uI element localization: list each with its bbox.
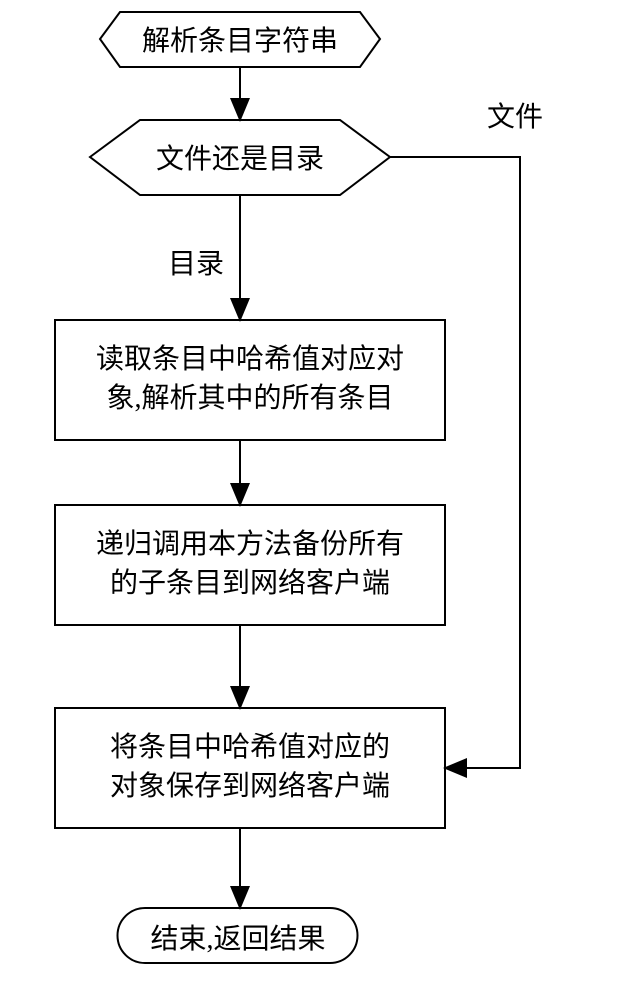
end-text: 结束,返回结果 xyxy=(118,920,358,959)
start-text: 解析条目字符串 xyxy=(100,22,380,61)
file-label: 文件 xyxy=(475,98,555,137)
decision-text: 文件还是目录 xyxy=(90,140,390,179)
directory-label: 目录 xyxy=(168,245,248,284)
flowchart-container: 解析条目字符串 文件还是目录 文件 目录 读取条目中哈希值对应对 象,解析其中的… xyxy=(0,0,628,1000)
edge-decision-proc3 xyxy=(390,157,520,768)
proc1-text: 读取条目中哈希值对应对 象,解析其中的所有条目 xyxy=(55,340,445,418)
proc3-text: 将条目中哈希值对应的 对象保存到网络客户端 xyxy=(55,728,445,806)
proc2-text: 递归调用本方法备份所有 的子条目到网络客户端 xyxy=(55,525,445,603)
